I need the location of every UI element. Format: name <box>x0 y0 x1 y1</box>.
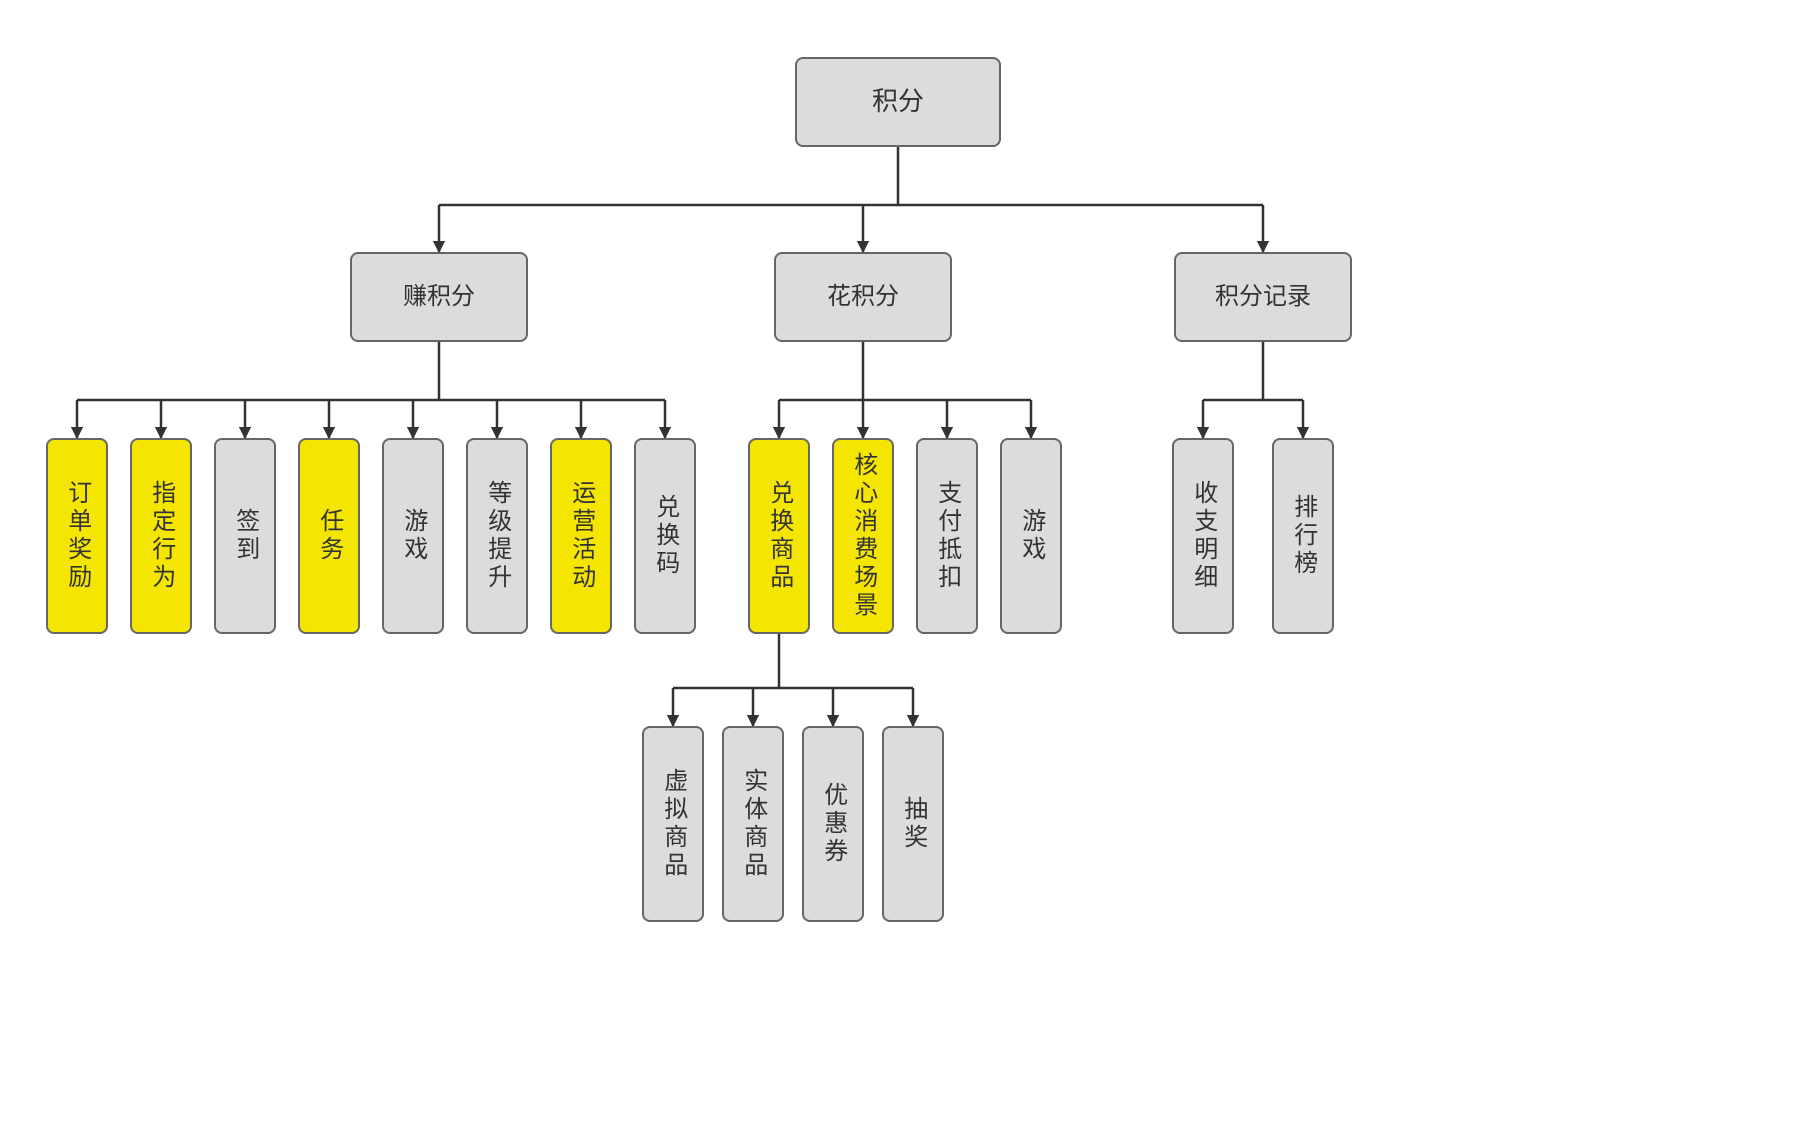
node-r2: 排行榜 <box>1272 438 1334 634</box>
node-e4: 任务 <box>298 438 360 634</box>
node-root: 积分 <box>795 57 1001 147</box>
node-e5: 游戏 <box>382 438 444 634</box>
node-s1: 兑换商品 <box>748 438 810 634</box>
node-record: 积分记录 <box>1174 252 1352 342</box>
node-e1: 订单奖励 <box>46 438 108 634</box>
node-r1: 收支明细 <box>1172 438 1234 634</box>
node-x3: 优惠券 <box>802 726 864 922</box>
node-s3: 支付抵扣 <box>916 438 978 634</box>
node-x4: 抽奖 <box>882 726 944 922</box>
node-x1: 虚拟商品 <box>642 726 704 922</box>
node-e2: 指定行为 <box>130 438 192 634</box>
node-earn: 赚积分 <box>350 252 528 342</box>
node-e3: 签到 <box>214 438 276 634</box>
diagram-nodes-layer: 积分赚积分花积分积分记录订单奖励指定行为签到任务游戏等级提升运营活动兑换码兑换商… <box>0 0 1794 1148</box>
node-s2: 核心消费场景 <box>832 438 894 634</box>
node-e6: 等级提升 <box>466 438 528 634</box>
node-x2: 实体商品 <box>722 726 784 922</box>
node-e7: 运营活动 <box>550 438 612 634</box>
node-e8: 兑换码 <box>634 438 696 634</box>
node-s4: 游戏 <box>1000 438 1062 634</box>
node-spend: 花积分 <box>774 252 952 342</box>
